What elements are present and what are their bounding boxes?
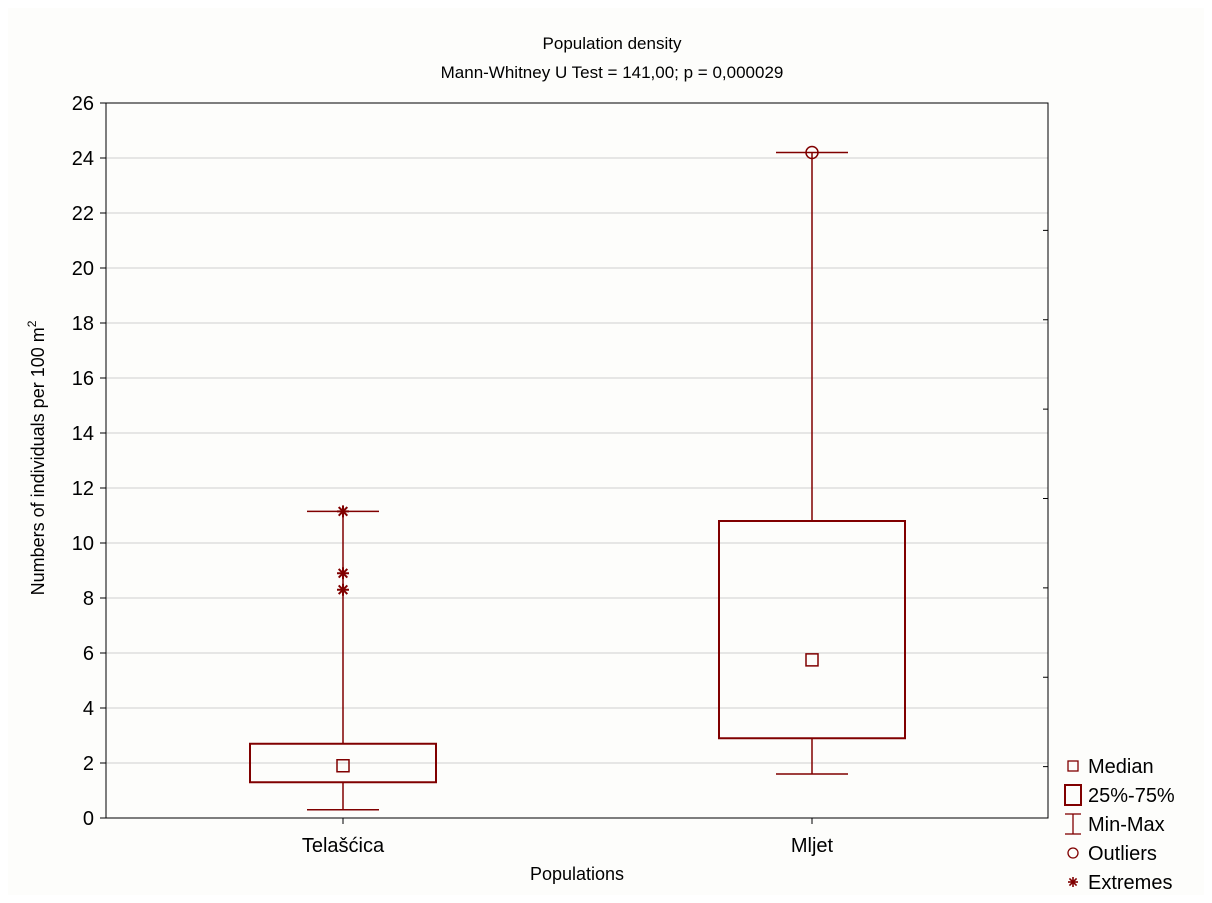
- x-tick-label: Telašćica: [302, 835, 385, 857]
- median-marker: [336, 759, 350, 773]
- plot-area-border: [105, 102, 1049, 819]
- y-tick-label: 0: [83, 808, 94, 830]
- x-axis-label: Populations: [530, 864, 624, 884]
- y-tick-label: 16: [72, 368, 94, 390]
- extreme-marker: [337, 567, 349, 580]
- legend-extreme-stroke: [1068, 877, 1078, 887]
- legend-label: Extremes: [1088, 872, 1172, 894]
- extreme-stroke: [337, 506, 349, 517]
- legend: Median 25%-75% Min-Max Outliers Extremes: [1064, 756, 1175, 894]
- legend-label: Min-Max: [1088, 814, 1165, 836]
- extreme-marker: [337, 505, 349, 518]
- legend-label: Median: [1088, 756, 1154, 778]
- chart-title: Population density: [543, 34, 682, 53]
- y-tick-label: 14: [72, 423, 94, 445]
- y-tick-label: 10: [72, 533, 94, 555]
- box-telaica: [249, 505, 437, 811]
- x-axis-ticks: Telašćica Mljet: [302, 818, 834, 857]
- y-tick-label: 22: [72, 203, 94, 225]
- y-tick-label: 12: [72, 478, 94, 500]
- right-axis-ticks: [1043, 229, 1048, 768]
- chart-subtitle: Mann-Whitney U Test = 141,00; p = 0,0000…: [441, 63, 784, 82]
- box-series: [249, 145, 906, 811]
- y-axis-label-text: Numbers of individuals per 100 m: [28, 327, 48, 595]
- legend-item-outliers: Outliers: [1067, 843, 1157, 865]
- median-marker: [805, 653, 819, 667]
- extreme-marker: [337, 583, 349, 596]
- svg-text:Numbers of individuals per 100: Numbers of individuals per 100 m2: [25, 320, 48, 595]
- y-tick-label: 26: [72, 93, 94, 115]
- legend-item-minmax: Min-Max: [1065, 813, 1165, 836]
- x-tick-label: Mljet: [791, 835, 834, 857]
- legend-label: 25%-75%: [1088, 785, 1175, 807]
- legend-outlier-icon: [1067, 847, 1079, 859]
- y-tick-label: 6: [83, 643, 94, 665]
- legend-item-median: Median: [1067, 756, 1154, 778]
- y-tick-label: 20: [72, 258, 94, 280]
- y-tick-label: 24: [72, 148, 94, 170]
- y-axis-label-superscript: 2: [25, 320, 39, 327]
- y-tick-label: 2: [83, 753, 94, 775]
- legend-item-2575: 25%-75%: [1064, 784, 1175, 807]
- legend-item-extremes: Extremes: [1068, 872, 1172, 894]
- legend-label: Outliers: [1088, 843, 1157, 865]
- y-axis-label: Numbers of individuals per 100 m2: [25, 320, 48, 595]
- legend-box-icon: [1064, 784, 1082, 806]
- y-tick-label: 18: [72, 313, 94, 335]
- y-tick-label: 8: [83, 588, 94, 610]
- legend-extreme-icon: [1068, 877, 1078, 887]
- interquartile-box: [249, 742, 437, 784]
- interquartile-box: [718, 520, 906, 740]
- extreme-stroke: [337, 568, 349, 579]
- legend-whisker-icon: [1065, 813, 1081, 835]
- y-tick-label: 4: [83, 698, 94, 720]
- chart-frame: 0 2 4 6 8 10 12 14 16 18 20 22 24 26 Telašćica Mljet P…: [8, 8, 1204, 895]
- gridlines: [106, 157, 1048, 764]
- extreme-stroke: [337, 584, 349, 595]
- outlier-marker: [805, 145, 819, 160]
- box-mljet: [718, 145, 906, 775]
- legend-median-icon: [1067, 760, 1079, 772]
